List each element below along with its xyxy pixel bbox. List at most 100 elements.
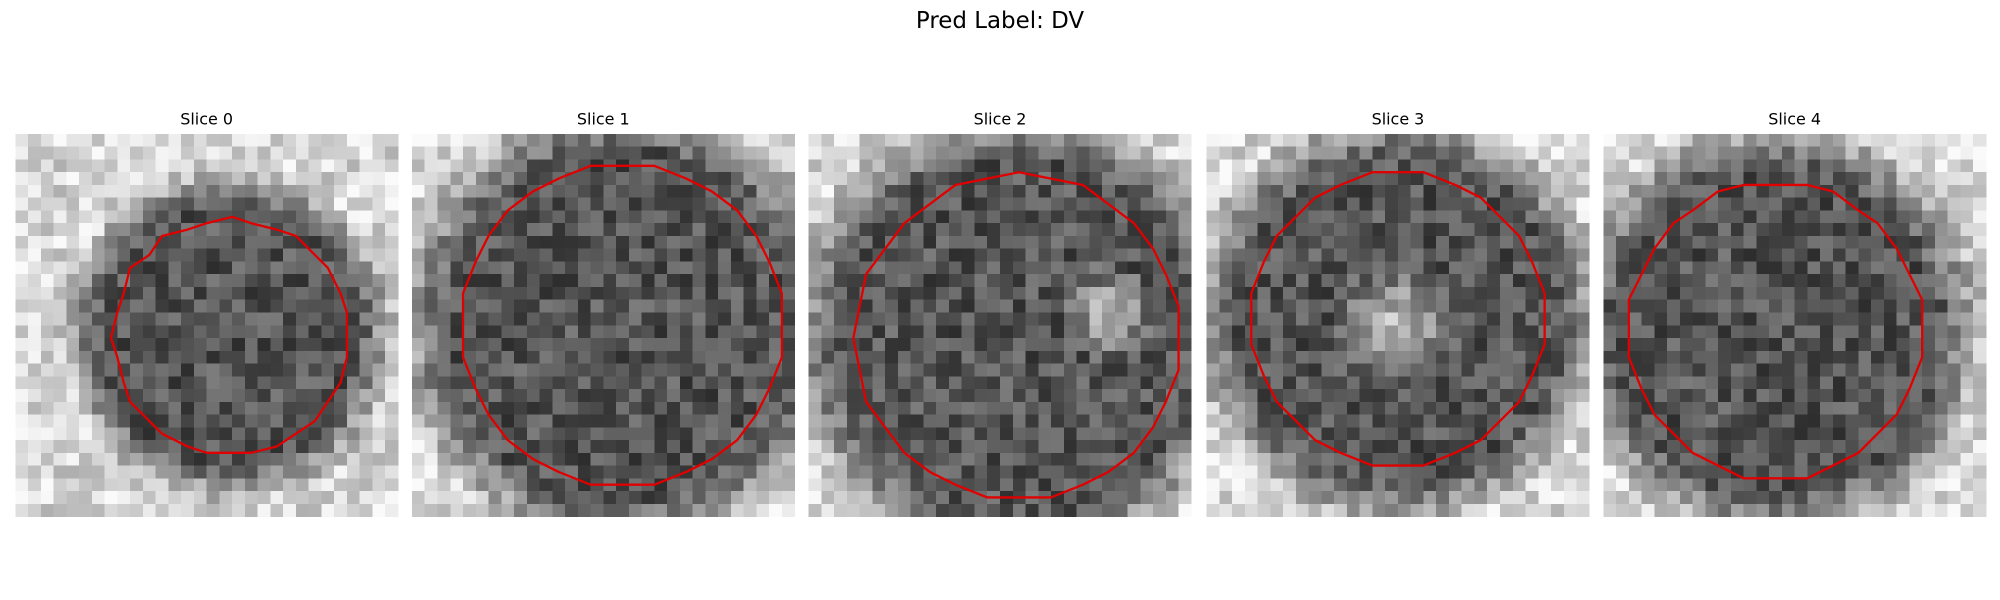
pixel [1089, 299, 1103, 313]
pixel [295, 197, 310, 211]
pixel [244, 350, 259, 364]
pixel [193, 363, 208, 377]
pixel [437, 478, 451, 492]
pixel [1679, 478, 1693, 492]
pixel [936, 389, 950, 403]
pixel [1551, 465, 1565, 479]
pixel [1321, 427, 1335, 441]
pixel [936, 172, 950, 186]
pixel [808, 197, 822, 211]
pixel [334, 210, 348, 224]
pixel [270, 491, 284, 505]
pixel [359, 184, 373, 199]
pixel [603, 197, 617, 211]
pixel [1219, 440, 1233, 454]
pixel [565, 478, 579, 492]
pixel [206, 376, 220, 390]
pixel [1603, 491, 1617, 505]
pixel [1000, 465, 1014, 479]
pixel [117, 235, 131, 250]
pixel [769, 133, 783, 148]
pixel [1603, 427, 1617, 441]
pixel [1679, 503, 1693, 517]
pixel [1397, 286, 1412, 301]
pixel [1244, 491, 1259, 505]
pixel [463, 325, 477, 339]
pixel [808, 172, 822, 186]
pixel [641, 172, 655, 186]
pixel [1500, 286, 1514, 301]
pixel [1551, 491, 1565, 505]
pixel [1076, 401, 1090, 415]
pixel [1359, 159, 1373, 173]
pixel [1410, 223, 1424, 237]
pixel [359, 465, 373, 479]
pixel [1551, 312, 1565, 326]
pixel [1206, 223, 1220, 237]
pixel [756, 465, 770, 479]
pixel [1538, 389, 1552, 403]
pixel [1397, 248, 1412, 262]
pixel [781, 414, 796, 428]
pixel [923, 414, 937, 428]
pixel [1705, 261, 1719, 275]
pixel [1270, 465, 1284, 479]
pixel [1807, 427, 1821, 441]
pixel [1461, 223, 1475, 237]
pixel [743, 159, 757, 173]
pixel [1063, 376, 1077, 390]
pixel [359, 159, 373, 173]
pixel [1334, 274, 1348, 288]
pixel [1705, 338, 1719, 352]
pixel [1089, 197, 1103, 211]
pixel [781, 389, 796, 403]
pixel [539, 299, 553, 313]
pixel [846, 414, 861, 428]
pixel [1423, 338, 1437, 352]
pixel [718, 172, 732, 186]
pixel [168, 452, 182, 466]
pixel [1603, 248, 1617, 262]
pixel [1410, 299, 1424, 313]
pixel [885, 338, 899, 352]
pixel [372, 478, 386, 492]
pixel [1012, 465, 1026, 479]
pixel [104, 172, 118, 186]
pixel [104, 427, 118, 441]
pixel [1820, 452, 1834, 466]
pixel [1308, 491, 1322, 505]
pixel [1832, 350, 1847, 364]
pixel [193, 197, 208, 211]
pixel [168, 427, 182, 441]
pixel [808, 452, 822, 466]
pixel [104, 261, 118, 275]
pixel [206, 401, 220, 415]
pixel [1153, 172, 1167, 186]
pixel [692, 312, 706, 326]
pixel [1346, 248, 1361, 262]
pixel [1576, 376, 1590, 390]
pixel [1563, 235, 1577, 250]
pixel [526, 465, 540, 479]
pixel [808, 299, 822, 313]
pixel [1705, 478, 1719, 492]
pixel [705, 414, 719, 428]
pixel [1295, 440, 1310, 454]
pixel [142, 223, 156, 237]
pixel [1102, 248, 1116, 262]
pixel [974, 223, 988, 237]
pixel [1563, 274, 1577, 288]
pixel [1270, 503, 1284, 517]
pixel [1140, 503, 1154, 517]
pixel [1679, 401, 1693, 415]
pixel [66, 286, 80, 301]
pixel [1705, 197, 1719, 211]
pixel [411, 146, 426, 160]
pixel [385, 465, 399, 479]
pixel [1321, 401, 1335, 415]
pixel [526, 325, 540, 339]
pixel [295, 363, 310, 377]
pixel [834, 414, 848, 428]
pixel [769, 248, 783, 262]
pixel [40, 491, 54, 505]
